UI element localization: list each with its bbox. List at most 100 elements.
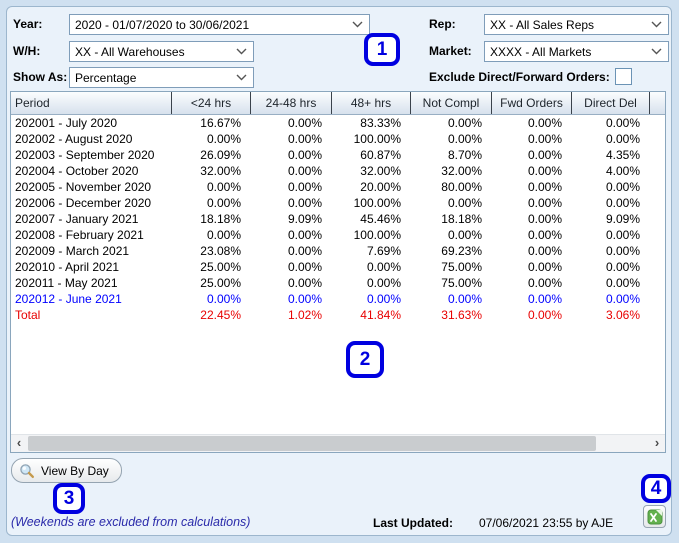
column-header-not-compl: Not Compl [411, 92, 492, 114]
exclude-orders-checkbox[interactable] [615, 68, 632, 85]
cell-value: 0.00% [527, 308, 562, 322]
export-to-excel-button[interactable] [643, 505, 666, 528]
cell-value: 0.00% [366, 260, 401, 274]
cell-value: 75.00% [441, 276, 482, 290]
cell-value: 0.00% [287, 292, 322, 306]
scroll-left-arrow[interactable]: ‹ [16, 435, 22, 450]
table-row[interactable]: 202006 - December 2020 0.00% 0.00% 100.00% 0… [11, 195, 665, 211]
table-row[interactable]: 202012 - June 2021 0.00% 0.00% 0.00% 0.00% 0.… [11, 291, 665, 307]
cell-value: 0.00% [287, 132, 322, 146]
warehouse-label: W/H: [13, 44, 41, 58]
excel-export-icon [647, 509, 663, 525]
table-row[interactable]: 202009 - March 2021 23.08% 0.00% 7.69% 69.23… [11, 243, 665, 259]
view-by-day-button[interactable]: View By Day [11, 458, 122, 483]
cell-value: 0.00% [287, 180, 322, 194]
cell-value: 7.69% [366, 244, 401, 258]
scrollbar-thumb[interactable] [28, 436, 596, 451]
market-select[interactable]: XXXX - All Markets [484, 41, 669, 62]
scroll-right-arrow[interactable]: › [654, 435, 660, 450]
cell-value: 32.00% [441, 164, 482, 178]
show-as-select[interactable]: Percentage [69, 67, 254, 88]
table-row[interactable]: Total 22.45% 1.02% 41.84% 31.63% 0.00% 3.06% [11, 307, 665, 323]
cell-value: 0.00% [447, 228, 482, 242]
annotation-box-2: 2 [346, 341, 384, 378]
cell-value: 0.00% [527, 212, 562, 226]
cell-value: 100.00% [353, 196, 401, 210]
cell-value: 0.00% [287, 276, 322, 290]
cell-value: 25.00% [200, 260, 241, 274]
show-as-label: Show As: [13, 70, 68, 84]
rep-select-value: XX - All Sales Reps [490, 17, 595, 32]
chevron-down-icon [234, 48, 253, 55]
cell-value: 41.84% [360, 308, 401, 322]
year-select-value: 2020 - 01/07/2020 to 30/06/2021 [75, 17, 250, 32]
show-as-select-value: Percentage [75, 70, 137, 85]
year-select[interactable]: 2020 - 01/07/2020 to 30/06/2021 [69, 14, 370, 35]
cell-value: 22.45% [200, 308, 241, 322]
table-row[interactable]: 202011 - May 2021 25.00% 0.00% 0.00% 75.00% 0… [11, 275, 665, 291]
cell-value: 0.00% [287, 196, 322, 210]
report-panel: Year: 2020 - 01/07/2020 to 30/06/2021 Re… [6, 6, 672, 536]
cell-value: 4.00% [605, 164, 640, 178]
market-select-value: XXXX - All Markets [490, 44, 592, 59]
table-row[interactable]: 202010 - April 2021 25.00% 0.00% 0.00% 75.00… [11, 259, 665, 275]
table-row[interactable]: 202002 - August 2020 0.00% 0.00% 100.00% 0.0… [11, 131, 665, 147]
warehouse-select[interactable]: XX - All Warehouses [69, 41, 254, 62]
cell-value: 0.00% [605, 180, 640, 194]
column-header-stub [650, 92, 665, 114]
cell-value: 83.33% [360, 116, 401, 130]
cell-value: 45.46% [360, 212, 401, 226]
year-label: Year: [13, 17, 43, 31]
exclude-orders-label: Exclude Direct/Forward Orders: [429, 70, 610, 84]
cell-value: 0.00% [206, 196, 241, 210]
cell-value: 26.09% [200, 148, 241, 162]
chevron-down-icon [350, 21, 369, 28]
table-row[interactable]: 202004 - October 2020 32.00% 0.00% 32.00% 32… [11, 163, 665, 179]
table-row[interactable]: 202001 - July 2020 16.67% 0.00% 83.33% 0.00%… [11, 115, 665, 131]
cell-value: 80.00% [441, 180, 482, 194]
cell-value: 9.09% [287, 212, 322, 226]
results-table: Period <24 hrs 24-48 hrs 48+ hrs Not Compl Fw… [10, 91, 666, 453]
cell-period: 202008 - February 2021 [15, 228, 144, 242]
table-body: 202001 - July 2020 16.67% 0.00% 83.33% 0.00%… [11, 115, 665, 323]
cell-value: 32.00% [360, 164, 401, 178]
cell-value: 0.00% [527, 180, 562, 194]
cell-value: 0.00% [527, 260, 562, 274]
cell-value: 0.00% [605, 260, 640, 274]
horizontal-scrollbar[interactable]: ‹ › [11, 434, 665, 452]
cell-value: 100.00% [353, 132, 401, 146]
table-row[interactable]: 202003 - September 2020 26.09% 0.00% 60.87%… [11, 147, 665, 163]
cell-value: 0.00% [287, 148, 322, 162]
cell-period: 202004 - October 2020 [15, 164, 139, 178]
market-label: Market: [429, 44, 472, 58]
annotation-box-4: 4 [641, 474, 671, 503]
cell-value: 0.00% [527, 244, 562, 258]
cell-value: 0.00% [206, 132, 241, 146]
cell-value: 32.00% [200, 164, 241, 178]
cell-value: 0.00% [206, 180, 241, 194]
table-row[interactable]: 202005 - November 2020 0.00% 0.00% 20.00% 80… [11, 179, 665, 195]
table-row[interactable]: 202007 - January 2021 18.18% 9.09% 45.46% 18… [11, 211, 665, 227]
cell-value: 100.00% [353, 228, 401, 242]
cell-value: 0.00% [447, 116, 482, 130]
cell-value: 60.87% [360, 148, 401, 162]
cell-value: 31.63% [441, 308, 482, 322]
cell-period: 202010 - April 2021 [15, 260, 120, 274]
column-header-48-hrs: 48+ hrs [332, 92, 411, 114]
view-by-day-label: View By Day [41, 463, 109, 478]
cell-value: 0.00% [287, 260, 322, 274]
rep-select[interactable]: XX - All Sales Reps [484, 14, 669, 35]
cell-value: 0.00% [527, 292, 562, 306]
column-header-24-48-hrs: 24-48 hrs [251, 92, 332, 114]
cell-value: 0.00% [605, 276, 640, 290]
cell-value: 18.18% [441, 212, 482, 226]
column-header-period: Period [11, 92, 172, 114]
cell-value: 0.00% [527, 228, 562, 242]
cell-value: 23.08% [200, 244, 241, 258]
cell-value: 0.00% [287, 228, 322, 242]
table-row[interactable]: 202008 - February 2021 0.00% 0.00% 100.00% 0… [11, 227, 665, 243]
cell-value: 75.00% [441, 260, 482, 274]
cell-period: 202011 - May 2021 [15, 276, 118, 290]
cell-value: 3.06% [605, 308, 640, 322]
cell-value: 0.00% [527, 164, 562, 178]
